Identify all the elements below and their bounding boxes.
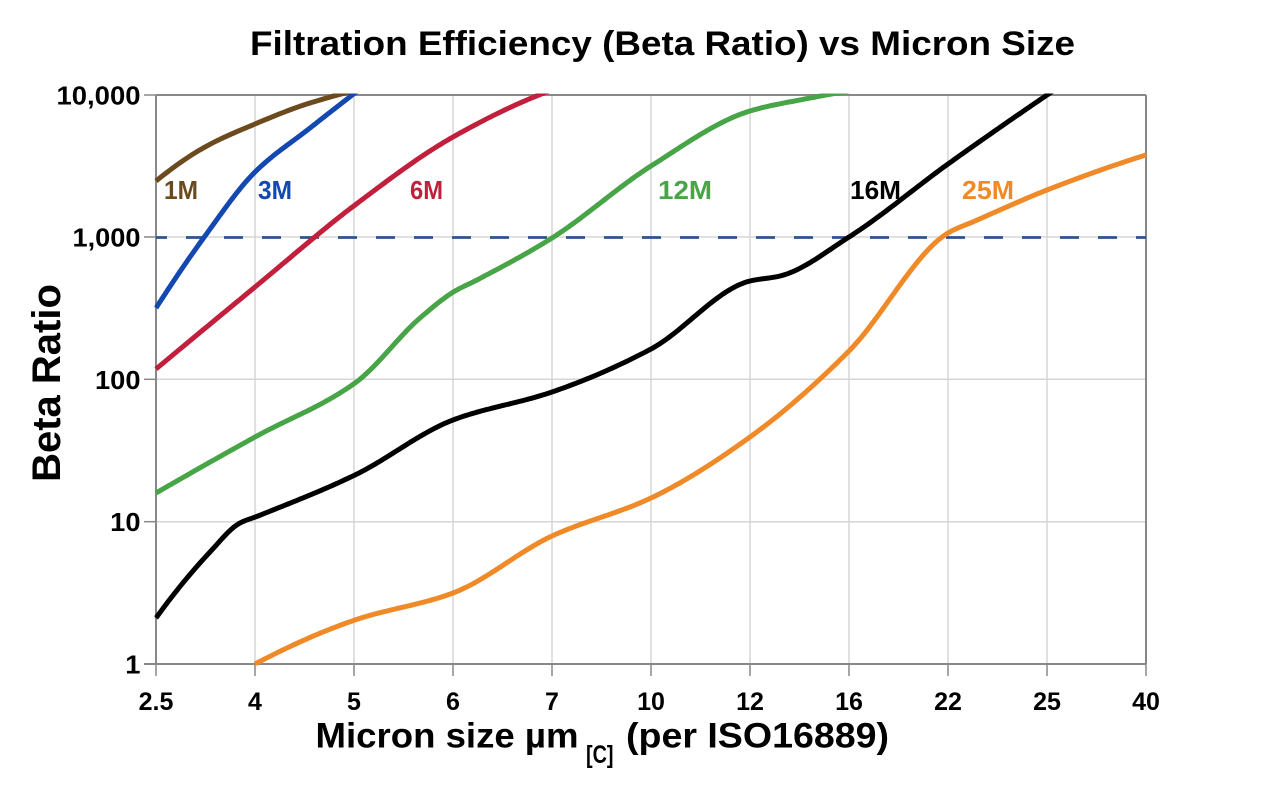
svg-text:16M: 16M — [850, 175, 901, 205]
svg-text:2.5: 2.5 — [139, 688, 174, 716]
svg-text:Filtration Efficiency (Beta Ra: Filtration Efficiency (Beta Ratio) vs Mi… — [250, 25, 1075, 63]
svg-text:Micron size µm: Micron size µm — [316, 717, 579, 756]
svg-text:6: 6 — [446, 688, 460, 716]
svg-text:12: 12 — [736, 688, 764, 716]
svg-text:7: 7 — [545, 688, 559, 716]
svg-text:25M: 25M — [962, 175, 1014, 205]
svg-text:10: 10 — [637, 688, 665, 716]
svg-text:10,000: 10,000 — [57, 81, 141, 111]
svg-text:25: 25 — [1033, 688, 1061, 716]
svg-text:Beta Ratio: Beta Ratio — [25, 284, 69, 482]
svg-text:40: 40 — [1132, 688, 1160, 716]
svg-text:12M: 12M — [658, 175, 712, 205]
svg-text:16: 16 — [835, 688, 863, 716]
svg-text:1M: 1M — [164, 175, 198, 205]
svg-text:100: 100 — [95, 365, 141, 395]
svg-text:3M: 3M — [258, 175, 292, 205]
svg-text:6M: 6M — [410, 175, 443, 205]
svg-text:1: 1 — [125, 650, 140, 680]
svg-text:22: 22 — [934, 688, 962, 716]
svg-text:(per ISO16889): (per ISO16889) — [626, 717, 889, 756]
svg-text:1,000: 1,000 — [73, 223, 141, 253]
svg-text:[C]: [C] — [586, 741, 614, 769]
svg-text:10: 10 — [110, 507, 140, 537]
svg-text:5: 5 — [347, 688, 361, 716]
svg-text:4: 4 — [248, 688, 262, 716]
